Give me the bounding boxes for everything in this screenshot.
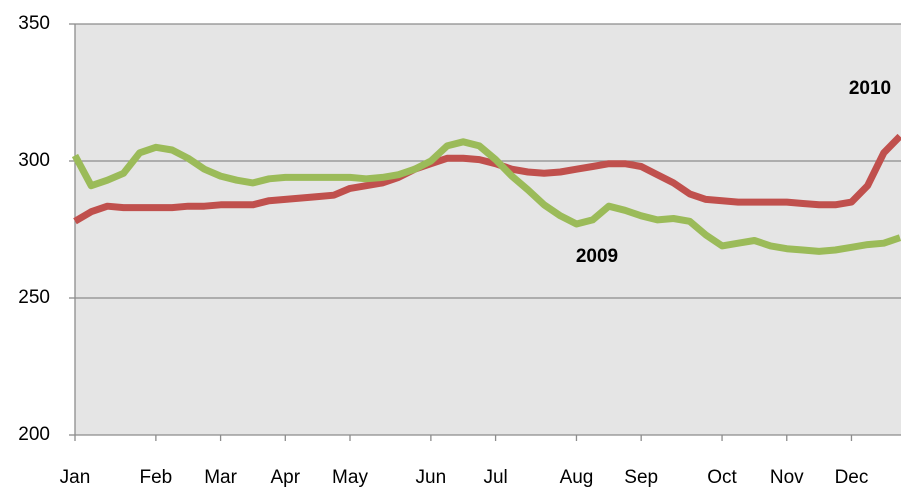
x-tick-label: May [332, 467, 368, 488]
x-tick-label: Apr [271, 467, 301, 488]
y-tick-label: 200 [18, 424, 50, 445]
plot-area [75, 24, 901, 435]
x-tick-label: Jul [483, 467, 507, 488]
x-tick-label: Dec [835, 467, 869, 488]
x-tick-label: Aug [560, 467, 594, 488]
x-tick-label: Mar [204, 467, 237, 488]
y-tick-label: 350 [18, 13, 50, 34]
x-tick-label: Oct [707, 467, 737, 488]
series-label: 2009 [576, 246, 618, 267]
series-label: 2010 [849, 78, 891, 99]
line-series [71, 138, 901, 255]
x-tick-label: Nov [770, 467, 804, 488]
x-tick-label: Jan [60, 467, 91, 488]
y-tick-label: 300 [18, 150, 50, 171]
x-tick-label: Feb [140, 467, 173, 488]
x-tick-label: Jun [416, 467, 447, 488]
x-tick-label: Sep [624, 467, 658, 488]
y-tick-label: 250 [18, 287, 50, 308]
line-series [73, 133, 901, 225]
